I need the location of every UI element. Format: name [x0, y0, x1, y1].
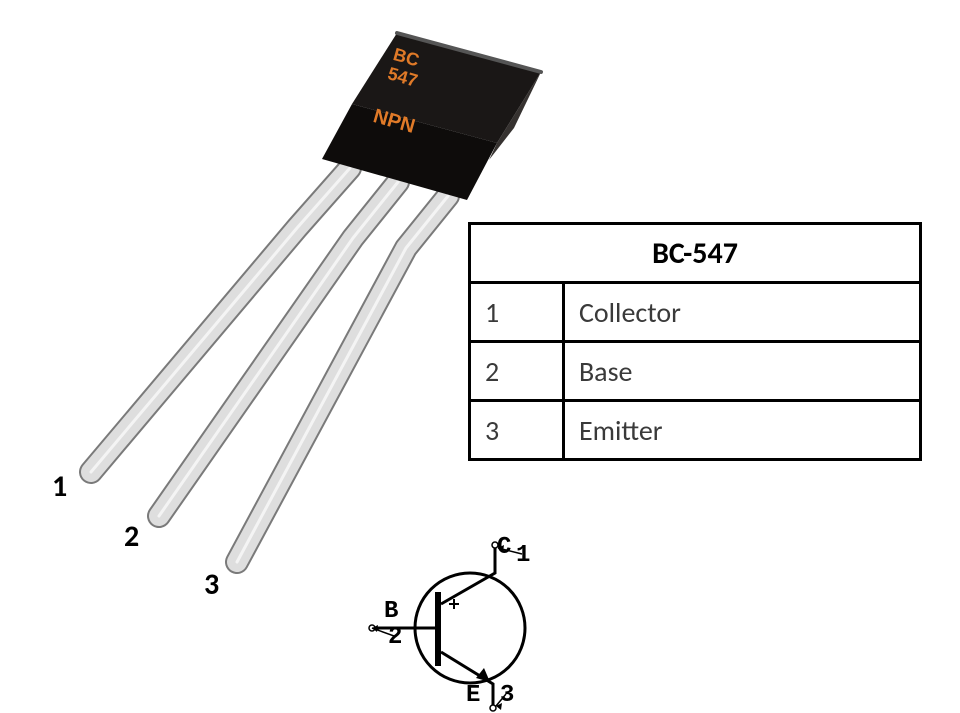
schematic-label: B: [384, 598, 398, 625]
schematic-label: E: [466, 682, 480, 709]
schematic-label: 3: [500, 682, 514, 709]
schematic-label: C: [497, 534, 511, 561]
transistor-schematic-symbol: [0, 0, 960, 713]
diagram-canvas: BC547NPN 123 BC-547 1Collector2Base3Emit…: [0, 0, 960, 713]
schematic-label: 1: [516, 542, 530, 569]
schematic-label: 2: [388, 624, 402, 651]
